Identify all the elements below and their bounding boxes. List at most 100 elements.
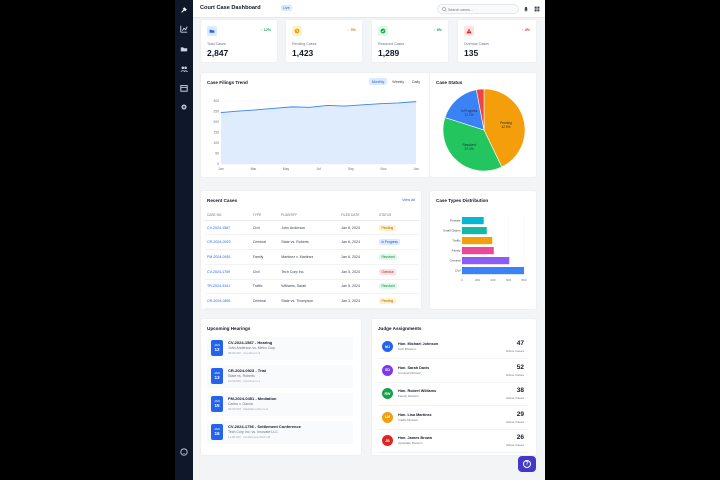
bar[interactable] — [462, 237, 493, 245]
stat-value: 1,423 — [292, 48, 314, 58]
hearing-item[interactable]: JAN 15 FM-2024-0451 - Mediation Carlos v. G… — [207, 393, 353, 416]
trend-point — [397, 102, 399, 104]
judge-name: Hon. James Brown — [398, 436, 433, 440]
judge-case-count: 47 — [516, 340, 524, 347]
case-id-link[interactable]: CR-2024-0923 — [205, 234, 251, 251]
case-status-cell: Pending — [376, 293, 419, 309]
judge-item[interactable]: JB Hon. James Brown Appellate Division 26 Ac… — [378, 431, 528, 453]
hearing-day: 12 — [214, 347, 220, 352]
help-button[interactable]: ? — [518, 456, 536, 472]
trend-point — [220, 112, 222, 113]
x-tick-label: Jan — [218, 167, 224, 171]
category-label: Civil — [455, 269, 461, 273]
status-title: Case Status — [436, 80, 463, 85]
bar[interactable] — [462, 257, 510, 265]
judge-avatar: SD — [382, 364, 393, 376]
hearing-meta: 10:30 AM · Courtroom 1 — [228, 379, 261, 383]
gear-icon[interactable] — [179, 102, 189, 112]
table-row[interactable]: FM-2024-0451 Family Martinez v. Martinez Ja… — [205, 249, 419, 265]
gavel-icon[interactable] — [179, 5, 189, 15]
y-tick-label: 200 — [213, 120, 219, 124]
hearing-item[interactable]: JAN 12 CV-2024-1587 - Hearing John Anderson… — [207, 337, 353, 360]
hearing-month: JAN — [214, 399, 220, 403]
status-badge: Resolved — [378, 254, 398, 260]
case-date: Jan 6, 2024 — [339, 249, 377, 265]
stat-trend: ↑ 12% — [261, 28, 271, 32]
bar[interactable] — [462, 267, 524, 275]
judge-division: Criminal Division — [398, 370, 422, 375]
x-tick-label: Mar — [251, 167, 258, 171]
pie-percent: 17.1% — [465, 113, 474, 117]
judge-item[interactable]: SD Hon. Sarah Davis Criminal Division 52 Act… — [378, 361, 528, 383]
stat-trend: ↑ 4% — [522, 28, 530, 32]
view-all-link[interactable]: View all — [401, 198, 415, 202]
status-badge: In Progress — [378, 239, 401, 246]
hearing-month: JAN — [214, 371, 220, 375]
trend-title: Case Filings Trend — [207, 80, 248, 85]
table-row[interactable]: CV-2024-1587 Civil John Anderson Jan 8, 202… — [205, 220, 419, 236]
pie-percent: 42.9% — [501, 125, 510, 129]
help-circle-icon[interactable] — [179, 447, 189, 457]
bar[interactable] — [462, 247, 494, 255]
bar[interactable] — [462, 227, 487, 235]
judge-count-label: Active Cases — [505, 349, 524, 353]
trend-point — [326, 105, 328, 106]
y-tick-label: 150 — [213, 131, 219, 135]
table-row[interactable]: CR-2024-0923 Criminal State vs. Roberts Jan… — [205, 234, 419, 251]
stat-label: Total Cases — [207, 42, 226, 46]
judge-item[interactable]: LM Hon. Lisa Martinez Traffic Division 29 Ac… — [378, 408, 528, 430]
search-box[interactable] — [437, 4, 519, 14]
bell-icon[interactable] — [523, 6, 529, 12]
case-type: Civil — [250, 220, 280, 236]
case-id-link[interactable]: FM-2024-0451 — [205, 249, 251, 265]
case-id-link[interactable]: CR-2024-0891 — [205, 293, 251, 309]
search-input[interactable] — [448, 6, 516, 13]
trend-point — [291, 106, 293, 108]
judge-division: Appellate Division — [398, 441, 423, 445]
trend-point — [362, 104, 364, 106]
case-date: Jan 3, 2024 — [339, 293, 377, 309]
table-row[interactable]: TR-2024-3341 Traffic Williams, Sarah Jan 5,… — [205, 279, 419, 295]
stat-card: ↑ 4% Overdue Cases 135 — [457, 19, 537, 63]
judge-item[interactable]: RW Hon. Robert Williams Family Division 38 A… — [378, 384, 528, 406]
judge-item[interactable]: MJ Hon. Michael Johnson Civil Division 47 Ac… — [378, 337, 528, 359]
judge-case-count: 38 — [516, 387, 524, 394]
hearing-date: JAN 13 — [211, 368, 223, 384]
stat-card: ↑ 8% Resolved Cases 1,289 — [371, 19, 449, 63]
pie-slice[interactable] — [444, 89, 485, 131]
trend-point — [344, 105, 346, 107]
x-tick-label: May — [283, 167, 290, 171]
case-id-link[interactable]: CV-2024-1759 — [205, 264, 251, 280]
table-row[interactable]: CV-2024-1759 Civil Tech Corp Inc. Jan 5, 20… — [205, 264, 419, 280]
hearing-item[interactable]: JAN 16 CV-2024-1756 - Settlement Conferenc… — [207, 421, 353, 444]
stat-trend: → 0% — [346, 28, 356, 32]
search-icon — [442, 7, 447, 12]
hearing-meta: 09:00 AM · Courtroom 3 — [228, 351, 261, 355]
pie-slice[interactable] — [442, 117, 503, 172]
judge-name: Hon. Michael Johnson — [398, 342, 439, 346]
pie-label: Pending — [500, 121, 512, 125]
case-date: Jan 6, 2024 — [339, 234, 377, 251]
grid-icon[interactable] — [534, 6, 540, 12]
calendar-icon[interactable] — [179, 83, 189, 93]
hearing-item[interactable]: JAN 13 CR-2024-0923 - Trial State vs. Rober… — [207, 365, 353, 388]
trend-point — [256, 109, 257, 111]
table-row[interactable]: CR-2024-0891 Criminal State vs. Thompson Ja… — [205, 293, 419, 309]
tab-daily[interactable]: Daily — [412, 79, 420, 84]
x-tick-label: Sep — [348, 167, 354, 171]
users-icon[interactable] — [179, 64, 189, 74]
tab-monthly[interactable]: Monthly — [368, 78, 388, 85]
stat-card: → 0% Pending Cases 1,423 — [285, 19, 363, 63]
case-id-link[interactable]: CV-2024-1587 — [205, 220, 251, 236]
column-header: Plaintiff — [279, 211, 340, 221]
tab-weekly[interactable]: Weekly — [392, 79, 404, 84]
case-date: Jan 5, 2024 — [339, 279, 377, 295]
pie-slice[interactable] — [475, 88, 485, 131]
folder-icon[interactable] — [179, 44, 189, 54]
pie-slice[interactable] — [483, 88, 526, 168]
judges-card: Judge Assignments MJ Hon. Michael Johnson… — [371, 318, 537, 456]
case-id-link[interactable]: TR-2024-3341 — [205, 279, 251, 295]
bar[interactable] — [462, 217, 484, 225]
chart-icon[interactable] — [179, 24, 189, 34]
stat-label: Overdue Cases — [464, 42, 489, 46]
